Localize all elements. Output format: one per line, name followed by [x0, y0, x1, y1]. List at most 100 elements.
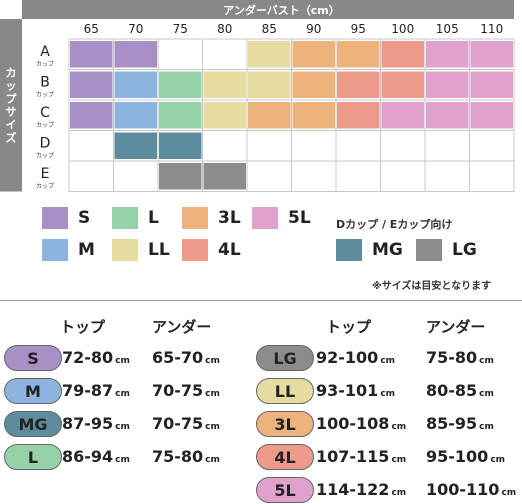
cup-sublabel: カップ — [36, 61, 54, 68]
size-row-4l: 4L — [256, 443, 314, 471]
cup-sublabel: カップ — [36, 183, 54, 190]
header-number-row — [22, 19, 514, 39]
top-range: 100-108 cm — [316, 414, 407, 433]
under-bust-100: 100 — [391, 22, 414, 36]
legend-item-mg: MG — [336, 239, 403, 261]
top-range: 87-95 cm — [62, 414, 130, 433]
size-cell-5l — [470, 102, 513, 129]
under-range: 65-70 cm — [152, 348, 220, 367]
size-cell-5l — [426, 102, 469, 129]
top-range: 92-100 cm — [316, 348, 396, 367]
cup-size-title-char: ッ — [6, 79, 17, 92]
legend-item-3l: 3L — [182, 207, 241, 229]
legend-label: 3L — [218, 208, 241, 228]
cup-size-title-char: サ — [6, 105, 17, 118]
size-cell-3l — [292, 71, 335, 98]
size-cell-s — [114, 41, 157, 68]
cup-label-d: D — [40, 136, 51, 152]
size-cell-lg — [159, 163, 202, 190]
grid-cell — [113, 160, 159, 192]
under-bust-75: 75 — [173, 22, 188, 36]
size-cell-3l — [292, 41, 335, 68]
grid-cell — [380, 130, 426, 162]
size-cell-mg — [159, 132, 202, 159]
cup-sublabel: カップ — [36, 122, 54, 129]
size-cell-5l — [470, 71, 513, 98]
cup-sublabel: カップ — [36, 153, 54, 160]
grid-cell — [469, 130, 515, 162]
grid-cell — [157, 38, 203, 70]
under-bust-105: 105 — [436, 22, 459, 36]
cup-size-title-char: ズ — [6, 130, 17, 144]
grid-cell — [291, 160, 337, 192]
size-badge: MG — [4, 411, 62, 437]
grid-cell — [424, 160, 470, 192]
size-row-m: M — [4, 377, 62, 405]
size-cell-4l — [381, 71, 424, 98]
size-row-lg: LG — [256, 344, 314, 372]
cup-sublabel: カップ — [36, 92, 54, 99]
top-range: 107-115 cm — [316, 447, 407, 466]
size-row-s: S — [4, 344, 62, 372]
cup-size-title-char: イ — [6, 118, 17, 131]
size-cell-4l — [337, 102, 380, 129]
grid-cell — [246, 130, 292, 162]
size-cell-3l — [292, 102, 335, 129]
grid-cell — [335, 130, 381, 162]
under-bust-90: 90 — [306, 22, 321, 36]
top-range: 114-122 cm — [316, 480, 407, 499]
legend-label: MG — [372, 240, 403, 260]
grid-cell — [291, 130, 337, 162]
cup-label-b: B — [40, 75, 50, 91]
under-range: 75-80 cm — [426, 348, 494, 367]
under-bust-65: 65 — [84, 22, 99, 36]
legend-item-lg: LG — [416, 239, 477, 261]
legend-item-5l: 5L — [252, 207, 311, 229]
size-cell-ll — [248, 41, 291, 68]
size-badge: S — [4, 345, 62, 371]
cup-axis-bar — [0, 19, 22, 192]
size-row-ll: LL — [256, 377, 314, 405]
grid-cell — [68, 160, 114, 192]
under-range: 85-95 cm — [426, 414, 494, 433]
size-cell-mg — [114, 132, 157, 159]
top-range: 72-80 cm — [62, 348, 130, 367]
under-bust-title: アンダーバスト（cm） — [223, 3, 339, 17]
size-badge: 3L — [256, 411, 314, 437]
header-title-bar — [22, 0, 514, 19]
header-under-left: アンダー — [152, 318, 212, 336]
legend-swatch — [42, 239, 68, 261]
size-row-3l: 3L — [256, 410, 314, 438]
legend-label: S — [78, 208, 91, 228]
divider — [0, 300, 522, 301]
under-range: 100-110 cm — [426, 480, 517, 499]
legend-item-ll: LL — [112, 239, 170, 261]
size-cell-s — [70, 71, 113, 98]
estimate-note: ※サイズは目安となります — [372, 281, 492, 292]
size-cell-4l — [381, 41, 424, 68]
legend-swatch — [416, 239, 442, 261]
size-badge: 5L — [256, 477, 314, 503]
grid-cell — [202, 38, 248, 70]
size-cell-4l — [337, 71, 380, 98]
grid-cell — [68, 130, 114, 162]
size-cell-3l — [248, 102, 291, 129]
grid-cell — [335, 160, 381, 192]
under-bust-95: 95 — [351, 22, 366, 36]
cup-size-title-char: カ — [6, 66, 17, 79]
legend-swatch — [112, 239, 138, 261]
size-cell-ll — [203, 71, 246, 98]
size-cell-ll — [203, 102, 246, 129]
under-bust-70: 70 — [128, 22, 143, 36]
legend-label: LG — [452, 240, 477, 260]
de-cup-note: Dカップ / Eカップ向け — [336, 218, 453, 231]
cup-size-title-char: プ — [6, 91, 18, 105]
size-cell-ll — [248, 71, 291, 98]
legend-item-4l: 4L — [182, 239, 241, 261]
legend-label: LL — [148, 240, 170, 260]
grid-cell — [202, 130, 248, 162]
legend-swatch — [336, 239, 362, 261]
size-badge: L — [4, 444, 62, 470]
grid-cell — [469, 160, 515, 192]
